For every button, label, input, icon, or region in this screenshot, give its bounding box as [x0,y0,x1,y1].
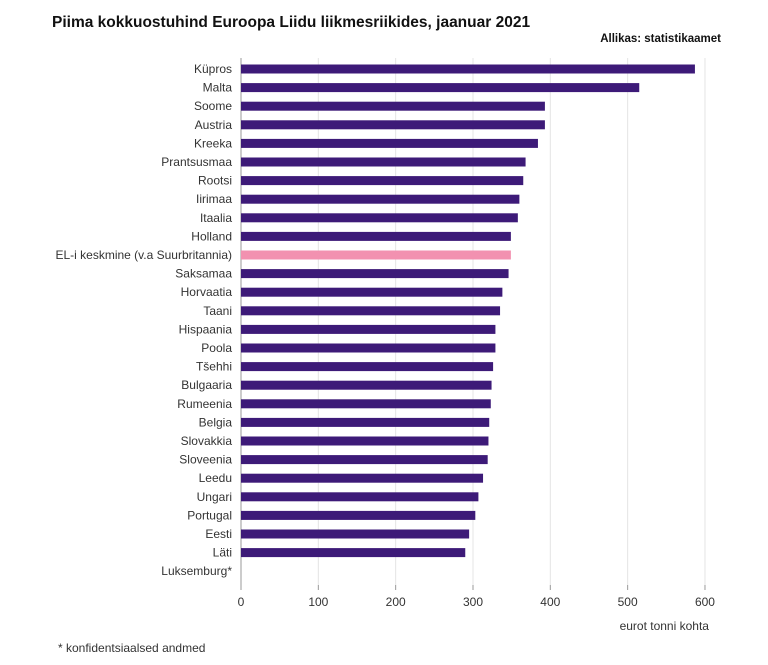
category-label: Sloveenia [179,453,232,467]
bar [241,138,538,148]
bar [241,529,470,539]
x-tick-label: 500 [618,595,638,609]
gridlines [240,58,706,590]
bar [241,269,509,279]
bar [241,492,479,502]
category-label: Austria [195,118,233,132]
x-tick-label: 200 [386,595,406,609]
bar [241,120,545,130]
category-label: Luksemburg* [161,564,232,578]
category-label: Hispaania [179,322,233,336]
category-label: Läti [213,546,232,560]
x-tick-label: 0 [238,595,245,609]
bar [241,176,524,186]
category-label: EL-i keskmine (v.a Suurbritannia) [55,248,232,262]
category-label: Eesti [205,527,232,541]
chart-title: Piima kokkuostuhind Euroopa Liidu liikme… [52,14,531,31]
category-labels: Küpros Malta Soome Austria Kreeka Prantsusmaa… [55,62,232,578]
bar [241,510,476,520]
category-label: Ungari [197,490,232,504]
x-tick-label: 100 [308,595,328,609]
bar [241,343,496,353]
category-label: Horvaatia [181,285,233,299]
category-label: Soome [194,99,232,113]
bars [241,64,695,558]
category-label: Holland [191,229,232,243]
bar [241,287,503,297]
bar [241,324,496,334]
bar [241,548,466,558]
category-label: Poola [201,341,232,355]
bar [241,362,494,372]
bar [241,436,489,446]
bar [241,83,640,93]
category-label: Kreeka [194,136,232,150]
category-label: Saksamaa [175,267,232,281]
category-label: Rumeenia [177,397,232,411]
bar [241,399,491,409]
x-tick-label: 300 [463,595,483,609]
category-label: Taani [203,304,232,318]
category-label: Rootsi [198,174,232,188]
bar [241,231,511,241]
bar-eu-average [241,250,511,260]
footnote: * konfidentsiaalsed andmed [58,641,206,655]
category-label: Bulgaaria [181,378,232,392]
bar [241,194,520,204]
x-axis-ticks: 0 100 200 300 400 500 600 [238,595,716,609]
x-tick-label: 400 [540,595,560,609]
bar [241,157,526,167]
bar [241,64,695,74]
category-label: Belgia [199,415,233,429]
category-label: Malta [203,81,233,95]
category-label: Slovakkia [181,434,233,448]
bar [241,101,545,111]
bar [241,473,484,483]
category-label: Prantsusmaa [161,155,232,169]
category-label: Küpros [194,62,232,76]
bar [241,380,492,390]
category-label: Iirimaa [196,192,232,206]
x-tick-label: 600 [695,595,715,609]
bar [241,306,501,316]
bar [241,213,518,223]
x-axis-title: eurot tonni kohta [620,619,710,633]
category-label: Itaalia [200,211,232,225]
category-label: Portugal [187,508,232,522]
category-label: Leedu [199,471,232,485]
source-label: Allikas: statistikaamet [600,33,721,45]
category-label: Tšehhi [196,360,232,374]
bar [241,417,490,427]
bar [241,455,488,465]
